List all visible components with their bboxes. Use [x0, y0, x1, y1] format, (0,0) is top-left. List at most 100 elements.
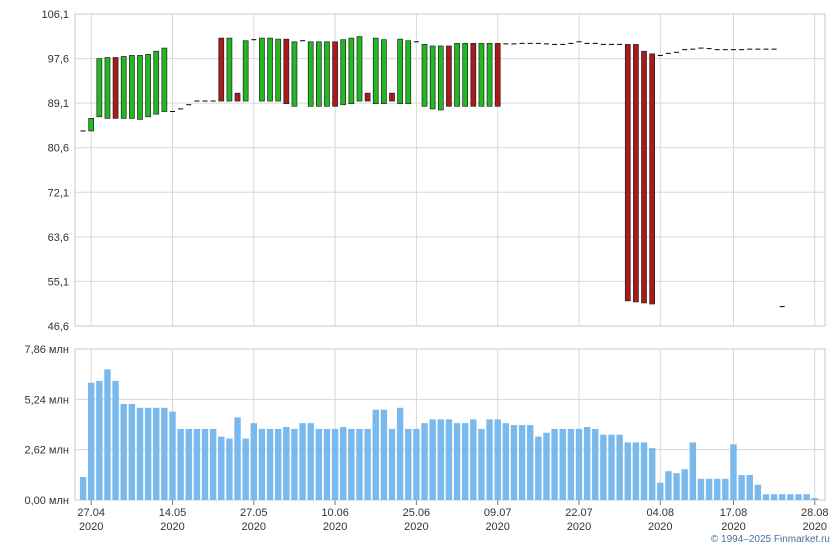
date-tick-year: 2020	[79, 521, 103, 533]
volume-bar	[559, 428, 566, 500]
volume-bar	[413, 428, 420, 500]
volume-bar	[657, 482, 664, 500]
candle	[153, 50, 160, 115]
volume-bar	[445, 419, 453, 500]
volume-bar	[535, 436, 542, 500]
volume-bar	[624, 442, 631, 500]
candle	[120, 56, 127, 119]
volume-bar	[226, 438, 233, 500]
date-tick-year: 2020	[323, 521, 347, 533]
candle	[348, 37, 355, 105]
candle	[128, 55, 135, 119]
volume-bar	[266, 428, 274, 500]
candle	[340, 39, 347, 106]
volume-bar	[177, 428, 184, 500]
volume-bar	[770, 494, 778, 500]
date-tick-day: 25.06	[403, 507, 431, 519]
copyright-credit: © 1994–2025 Finmarket.ru	[710, 534, 830, 545]
volume-bar	[234, 417, 241, 500]
volume-bar	[640, 442, 648, 500]
candle	[470, 43, 477, 107]
price-tick-label: 80,6	[48, 143, 69, 155]
candle	[332, 41, 338, 107]
candlestick-series	[80, 36, 785, 308]
volume-bar	[648, 448, 656, 500]
volume-bar	[665, 471, 672, 500]
candle	[641, 50, 647, 304]
volume-bar	[592, 428, 599, 500]
volume-bar	[689, 442, 697, 500]
volume-bar	[478, 428, 485, 500]
candle	[234, 92, 241, 102]
candle	[218, 37, 225, 102]
date-tick-day: 14.05	[159, 507, 187, 519]
date-tick-day: 27.05	[240, 507, 268, 519]
volume-bar	[608, 434, 615, 500]
candle	[624, 44, 631, 302]
candle	[486, 43, 493, 107]
price-tick-label: 72,1	[48, 187, 69, 199]
volume-bar	[714, 478, 721, 500]
candle	[381, 39, 387, 105]
volume-bar	[340, 426, 347, 500]
volume-bar	[104, 369, 111, 500]
price-tick-label: 63,6	[48, 232, 69, 244]
volume-bar	[96, 380, 103, 500]
volume-bar	[153, 407, 160, 500]
volume-bar	[348, 428, 355, 500]
volume-bar	[543, 432, 550, 500]
candle	[437, 45, 444, 111]
volume-tick-label: 5,24 млн	[24, 394, 69, 406]
volume-bar	[811, 498, 818, 500]
volume-bar	[730, 444, 737, 500]
volume-bar	[209, 428, 217, 500]
candle	[324, 41, 330, 107]
volume-tick-label: 0,00 млн	[24, 495, 69, 507]
volume-bar	[87, 382, 95, 500]
volume-bar	[632, 442, 640, 500]
candle	[267, 37, 273, 102]
candle	[275, 38, 282, 102]
price-tick-label: 106,1	[41, 9, 69, 21]
volume-bar	[242, 438, 249, 500]
volume-bar	[722, 478, 729, 500]
volume-bar	[79, 476, 87, 500]
volume-bar	[437, 419, 444, 500]
volume-bar	[453, 423, 461, 500]
volume-series	[79, 369, 818, 500]
volume-bar	[600, 434, 607, 500]
volume-bar	[779, 494, 786, 500]
volume-bar	[697, 478, 705, 500]
volume-bar	[120, 403, 127, 500]
volume-bar	[331, 428, 339, 500]
date-tick-year: 2020	[160, 521, 184, 533]
date-tick-year: 2020	[803, 521, 827, 533]
volume-bar	[364, 428, 371, 500]
date-tick-day: 22.07	[565, 507, 593, 519]
date-axis: 27.04 2020 14.05 2020 27.05 2020 10.06 2020 25.0…	[77, 507, 828, 533]
volume-bar	[356, 428, 363, 500]
volume-bar	[307, 423, 314, 500]
date-tick-day: 17.08	[720, 507, 748, 519]
volume-bar	[283, 426, 290, 500]
candle	[364, 92, 371, 102]
volume-bar	[299, 423, 306, 500]
date-tick-day: 09.07	[484, 507, 512, 519]
candle	[315, 41, 322, 107]
volume-bar	[388, 428, 396, 500]
candle	[462, 43, 469, 107]
candle	[161, 47, 168, 112]
volume-bar	[218, 436, 225, 500]
date-tick-year: 2020	[648, 521, 672, 533]
candle	[454, 43, 460, 107]
volume-tick-label: 2,62 млн	[24, 445, 69, 457]
date-tick-year: 2020	[567, 521, 591, 533]
volume-bar	[144, 407, 152, 500]
volume-bar	[518, 425, 526, 500]
candle	[96, 58, 103, 118]
candle	[356, 36, 363, 102]
volume-axis: 7,86 млн 5,24 млн 2,62 млн 0,00 млн	[24, 344, 69, 507]
volume-bar	[323, 428, 331, 500]
candle	[242, 40, 249, 102]
